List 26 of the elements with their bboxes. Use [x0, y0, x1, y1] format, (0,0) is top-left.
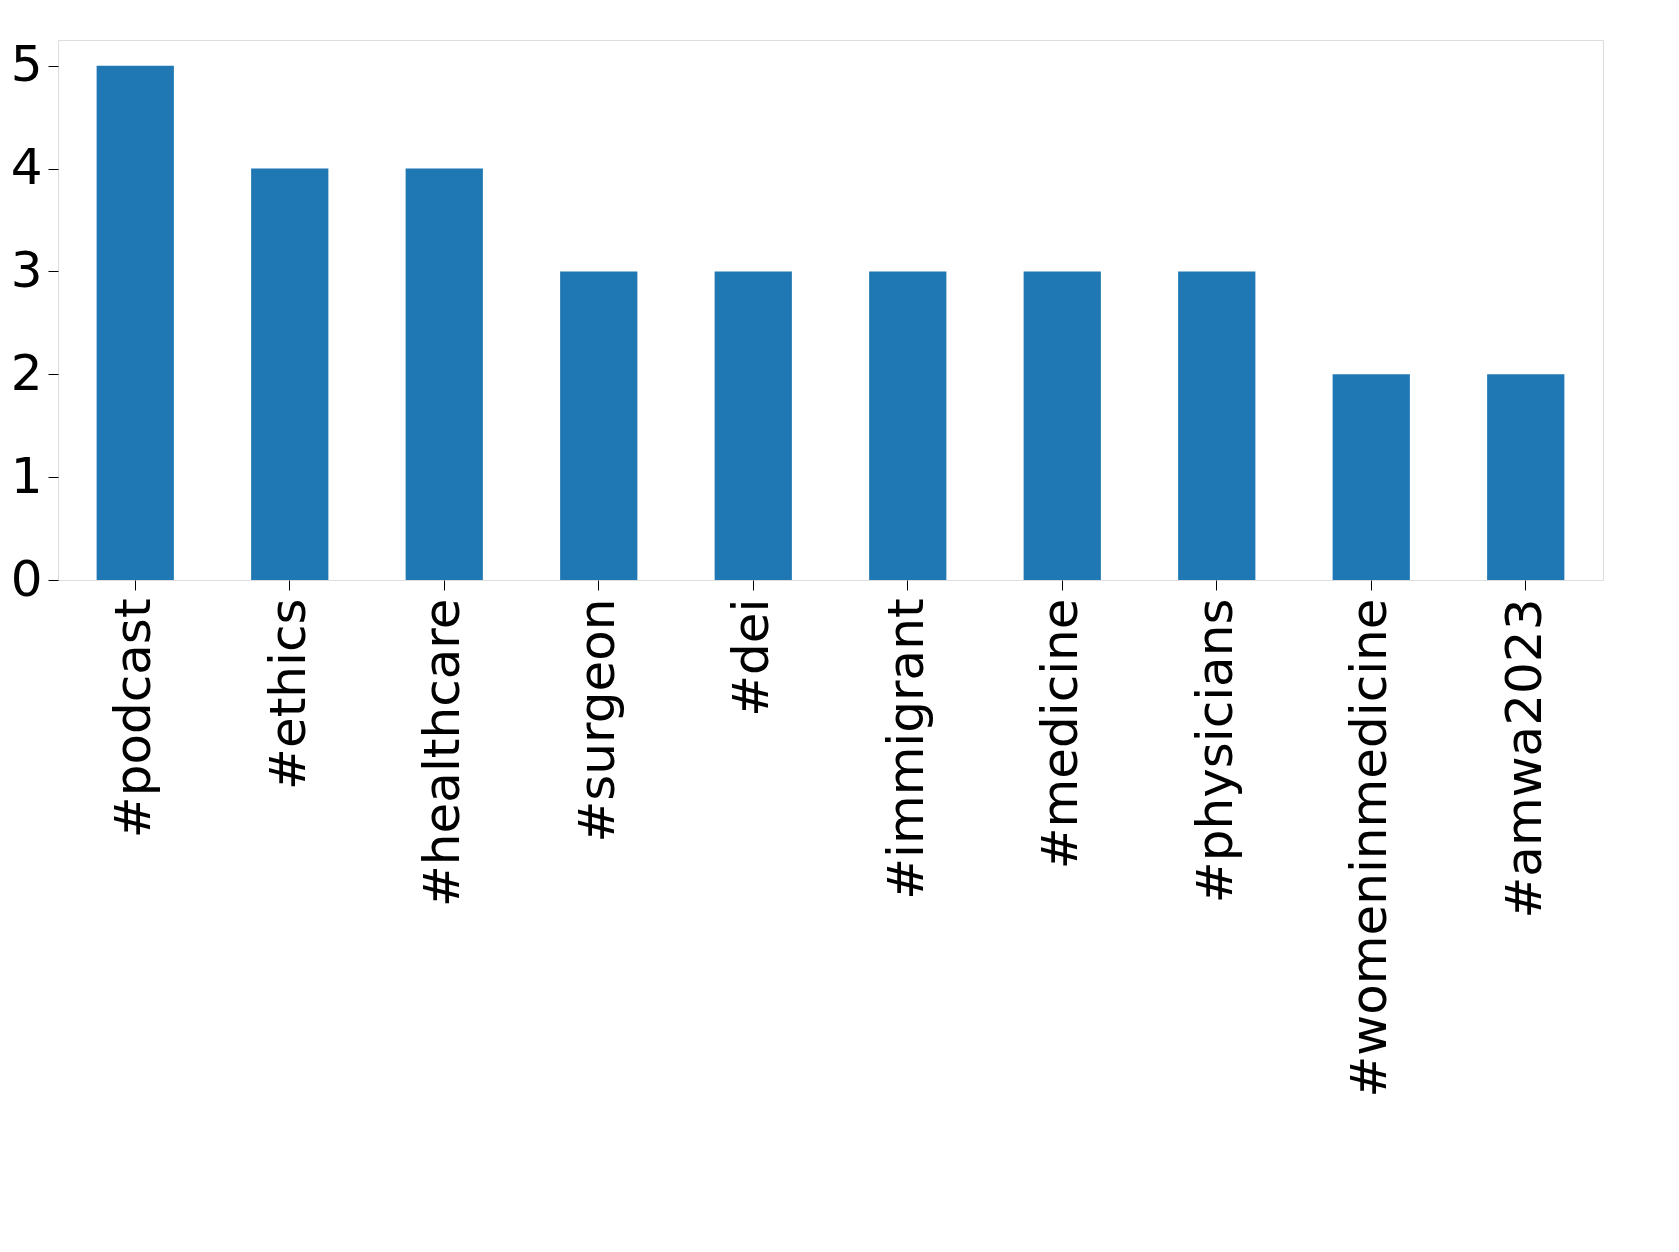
- bar: [1332, 374, 1410, 580]
- x-tick-label: #podcast: [104, 598, 163, 839]
- y-tick-label: 4: [10, 138, 43, 197]
- x-tick-label: #medicine: [1031, 598, 1090, 870]
- x-tick-label: #surgeon: [567, 598, 626, 843]
- x-tick-label: #amwa2023: [1494, 598, 1553, 919]
- y-tick-label: 3: [10, 240, 43, 299]
- x-tick-label: #ethics: [258, 598, 317, 790]
- bar: [714, 271, 792, 580]
- bar: [405, 168, 483, 580]
- x-tick-label: #healthcare: [413, 598, 472, 908]
- bar: [560, 271, 638, 580]
- bar: [1487, 374, 1565, 580]
- bar: [96, 65, 174, 580]
- x-tick-label: #physicians: [1185, 598, 1244, 904]
- y-tick-label: 0: [10, 549, 43, 608]
- x-tick-label: #immigrant: [876, 598, 935, 900]
- y-tick-label: 2: [10, 343, 43, 402]
- bar: [1023, 271, 1101, 580]
- y-tick-label: 5: [10, 35, 43, 94]
- x-tick-label: #womeninmedicine: [1340, 598, 1399, 1098]
- x-tick-label: #dei: [722, 598, 781, 717]
- bar: [251, 168, 329, 580]
- y-tick-label: 1: [10, 446, 43, 505]
- bar: [1178, 271, 1256, 580]
- bar: [869, 271, 947, 580]
